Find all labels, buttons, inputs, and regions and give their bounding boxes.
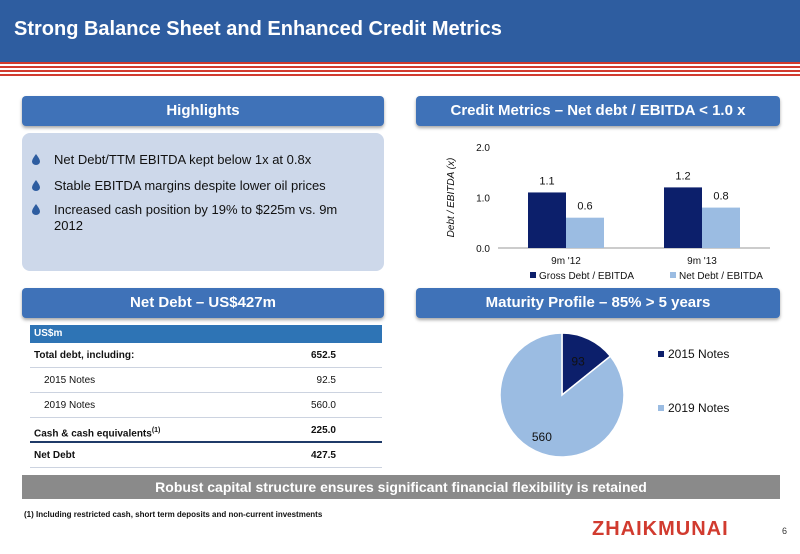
bar: [664, 187, 702, 248]
drop-bullet-icon: [32, 180, 40, 191]
legend-swatch: [670, 272, 676, 278]
company-logo: ZHAIKMUNAI: [592, 518, 729, 540]
table-row: Net Debt 427.5: [30, 443, 382, 468]
bar: [528, 192, 566, 248]
highlights-heading: Highlights: [22, 96, 384, 126]
table-header: US$m: [30, 325, 382, 343]
bar-value-label: 0.6: [577, 201, 592, 213]
footnote-mark: (1): [151, 427, 161, 434]
pie-value-label: 93: [571, 354, 585, 368]
highlight-text: Net Debt/TTM EBITDA kept below 1x at 0.8…: [54, 152, 312, 167]
table-row: Cash & cash equivalents(1) 225.0: [30, 418, 382, 443]
maturity-pie-chart: 93 560 2015 Notes 2019 Notes: [499, 332, 729, 458]
row-value: 560.0: [310, 400, 336, 411]
legend-swatch: [658, 405, 664, 411]
highlights-box: [22, 133, 384, 271]
row-value: 225.0: [310, 425, 336, 436]
row-label: Total debt, including:: [34, 350, 135, 361]
row-label: Cash & cash equivalents(1): [34, 418, 160, 446]
row-value: 427.5: [310, 450, 336, 461]
credit-metrics-heading: Credit Metrics – Net debt / EBITDA < 1.0…: [416, 96, 780, 126]
table-row: 2019 Notes 560.0: [30, 393, 382, 418]
x-tick-label: 9m '12: [551, 256, 581, 267]
slide-title: Strong Balance Sheet and Enhanced Credit…: [14, 18, 502, 40]
maturity-heading: Maturity Profile – 85% > 5 years: [416, 288, 780, 318]
table-row: 2015 Notes 92.5: [30, 368, 382, 393]
y-tick-label: 0.0: [476, 244, 490, 255]
bottom-banner: Robust capital structure ensures signifi…: [22, 475, 780, 499]
highlight-bullet: Stable EBITDA margins despite lower oil …: [32, 178, 352, 194]
legend-label: Gross Debt / EBITDA: [539, 271, 634, 282]
y-axis-label: Debt / EBITDA (x): [446, 158, 457, 238]
decorative-stripes: [0, 62, 800, 76]
bar: [566, 217, 604, 248]
bar: [702, 207, 740, 248]
bar-value-label: 1.1: [539, 175, 554, 187]
bar-value-label: 0.8: [713, 191, 728, 203]
y-tick-label: 1.0: [476, 194, 490, 205]
row-label-text: Cash & cash equivalents: [34, 428, 152, 440]
row-label: Net Debt: [34, 450, 76, 461]
legend-label: Net Debt / EBITDA: [679, 271, 763, 282]
pie-value-label: 560: [532, 430, 552, 444]
pie-slice: [499, 332, 625, 458]
pie-slice: [561, 332, 612, 397]
highlight-text: Increased cash position by 19% to $225m …: [54, 202, 338, 233]
row-value: 92.5: [316, 375, 336, 386]
net-debt-table: US$m Total debt, including: 652.5 2015 N…: [30, 325, 382, 468]
y-tick-label: 2.0: [476, 143, 490, 154]
legend-swatch: [530, 272, 536, 278]
footnote: (1) Including restricted cash, short ter…: [24, 510, 323, 519]
highlight-bullet: Increased cash position by 19% to $225m …: [32, 202, 352, 234]
drop-bullet-icon: [32, 154, 40, 165]
net-debt-heading: Net Debt – US$427m: [22, 288, 384, 318]
legend-label: 2019 Notes: [668, 401, 729, 415]
bar-value-label: 1.2: [675, 170, 690, 182]
page-number: 6: [782, 526, 788, 536]
highlight-text: Stable EBITDA margins despite lower oil …: [54, 178, 326, 193]
credit-metrics-chart: 0.0 1.0 2.0 Debt / EBITDA (x) 1.1 0.6 9m '12 1.…: [446, 143, 770, 282]
drop-bullet-icon: [32, 204, 40, 215]
legend-label: 2015 Notes: [668, 347, 729, 361]
highlight-bullet: Net Debt/TTM EBITDA kept below 1x at 0.8…: [32, 152, 352, 168]
table-row: Total debt, including: 652.5: [30, 343, 382, 368]
row-value: 652.5: [310, 350, 336, 361]
x-tick-label: 9m '13: [687, 256, 717, 267]
row-label: 2015 Notes: [44, 375, 96, 386]
title-bar: Strong Balance Sheet and Enhanced Credit…: [0, 0, 800, 62]
row-label: 2019 Notes: [44, 400, 96, 411]
legend-swatch: [658, 351, 664, 357]
